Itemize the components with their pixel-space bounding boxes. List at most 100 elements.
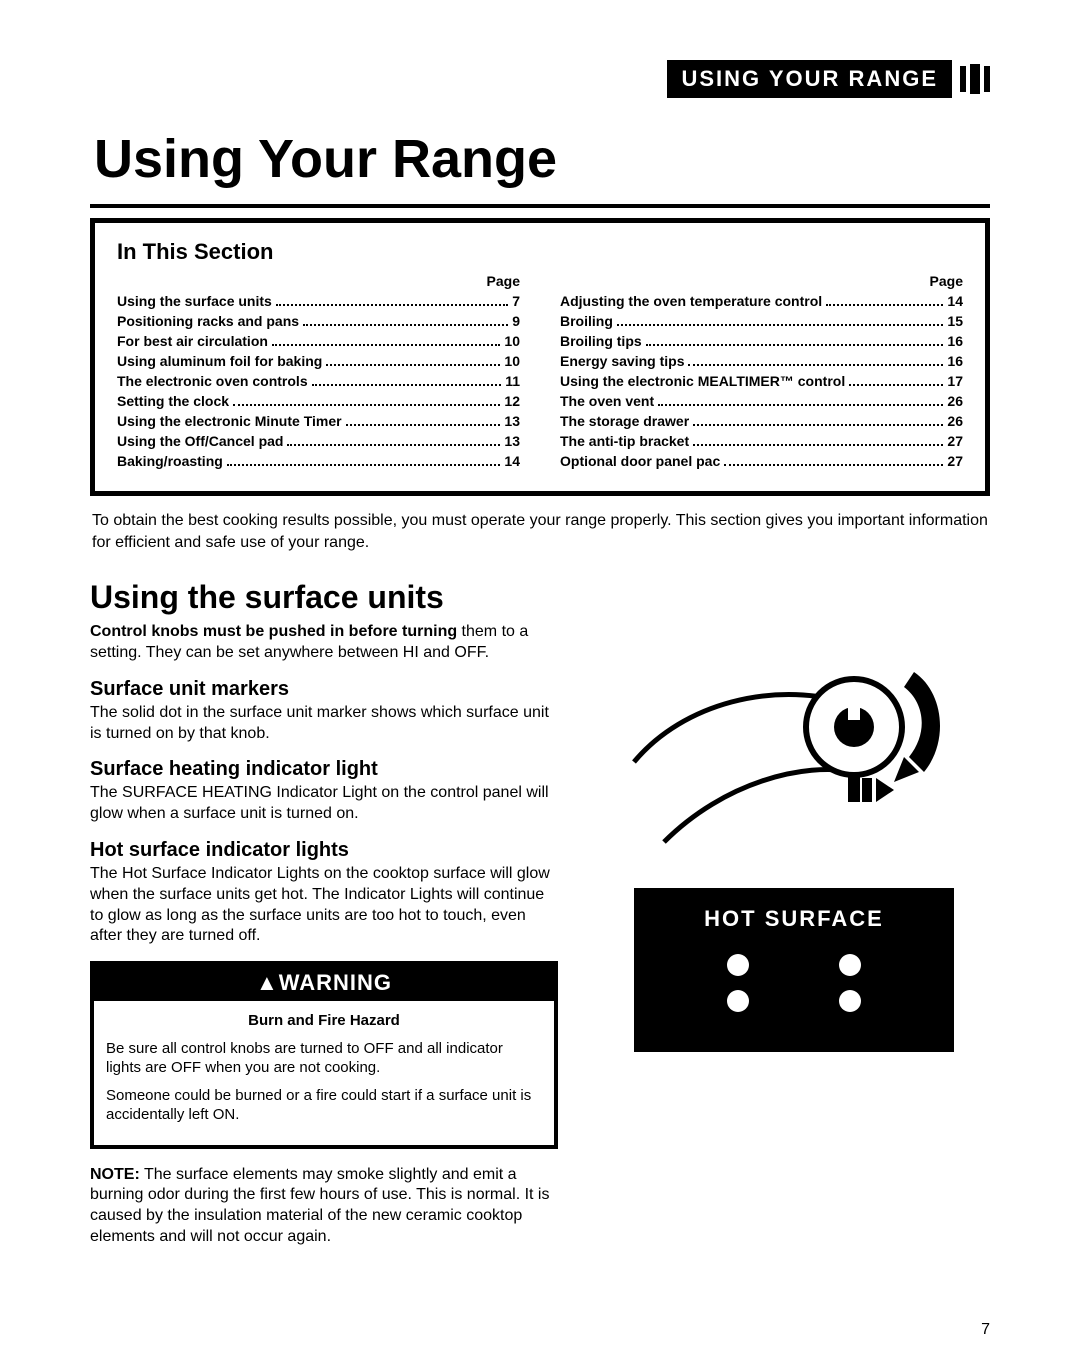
heating-text: The SURFACE HEATING Indicator Light on t…	[90, 783, 558, 825]
toc-page: 16	[947, 353, 963, 369]
toc-page: 16	[947, 333, 963, 349]
page-title: Using Your Range	[90, 128, 990, 190]
toc-label: Optional door panel pac	[560, 453, 720, 469]
toc-dots	[227, 464, 501, 466]
toc-page-label: Page	[560, 273, 963, 289]
toc-dots	[693, 444, 943, 446]
toc-page: 14	[504, 453, 520, 469]
toc-row: Using the Off/Cancel pad 13	[117, 433, 520, 450]
toc-page: 17	[947, 373, 963, 389]
right-column: HOT SURFACE	[598, 622, 990, 1248]
warning-head-text: WARNING	[279, 970, 392, 995]
toc-label: The oven vent	[560, 393, 654, 409]
toc-label: The electronic oven controls	[117, 373, 308, 389]
toc-dots	[646, 344, 944, 346]
toc-page: 14	[947, 293, 963, 309]
toc-dots	[326, 364, 500, 366]
toc-page: 13	[504, 413, 520, 429]
toc-dots	[272, 344, 500, 346]
toc-page: 10	[504, 353, 520, 369]
toc-row: Setting the clock12	[117, 393, 520, 410]
toc-row: For best air circulation 10	[117, 333, 520, 350]
toc-heading: In This Section	[117, 239, 963, 265]
toc-dots	[312, 384, 502, 386]
toc-label: The storage drawer	[560, 413, 689, 429]
toc-dots	[658, 404, 943, 406]
hot-surface-label: HOT SURFACE	[634, 906, 954, 932]
markers-text: The solid dot in the surface unit marker…	[90, 703, 558, 745]
page-header: USING YOUR RANGE	[90, 60, 990, 98]
hot-heading: Hot surface indicator lights	[90, 839, 558, 862]
toc-page: 27	[947, 433, 963, 449]
toc-page: 9	[512, 313, 520, 329]
intro-paragraph: To obtain the best cooking results possi…	[92, 510, 988, 553]
toc-page: 13	[504, 433, 520, 449]
toc-row: Using aluminum foil for baking 10	[117, 353, 520, 370]
toc-frame: In This Section Page Using the surface u…	[90, 218, 990, 496]
header-label: USING YOUR RANGE	[667, 60, 952, 98]
section-title: Using the surface units	[90, 579, 990, 616]
warning-head: ▲WARNING	[94, 965, 554, 1001]
page-number: 7	[981, 1321, 990, 1339]
warning-p2: Someone could be burned or a fire could …	[106, 1086, 542, 1125]
toc-row: The electronic oven controls 11	[117, 373, 520, 390]
indicator-dot-icon	[727, 954, 749, 976]
toc-row: Energy saving tips 16	[560, 353, 963, 370]
knobs-paragraph: Control knobs must be pushed in before t…	[90, 622, 558, 664]
note-label: NOTE:	[90, 1166, 140, 1183]
toc-row: Baking/roasting 14	[117, 453, 520, 470]
indicator-dot-icon	[839, 990, 861, 1012]
toc-label: Positioning racks and pans	[117, 313, 299, 329]
title-rule	[90, 204, 990, 208]
toc-label: For best air circulation	[117, 333, 268, 349]
toc-page: 26	[947, 393, 963, 409]
toc-dots	[233, 404, 500, 406]
toc-row: Using the surface units 7	[117, 293, 520, 310]
toc-label: Using the Off/Cancel pad	[117, 433, 283, 449]
toc-page: 10	[504, 333, 520, 349]
toc-page: 26	[947, 413, 963, 429]
note-paragraph: NOTE: The surface elements may smoke sli…	[90, 1165, 558, 1248]
indicator-dot-icon	[727, 990, 749, 1012]
left-column: Control knobs must be pushed in before t…	[90, 622, 558, 1248]
toc-label: Using the electronic MEALTIMER™ control	[560, 373, 845, 389]
toc-dots	[688, 364, 943, 366]
hot-text: The Hot Surface Indicator Lights on the …	[90, 864, 558, 947]
toc-row: Optional door panel pac 27	[560, 453, 963, 470]
toc-label: Using the electronic Minute Timer	[117, 413, 342, 429]
toc-dots	[276, 304, 508, 306]
toc-label: The anti-tip bracket	[560, 433, 689, 449]
toc-page: 7	[512, 293, 520, 309]
toc-row: The anti-tip bracket 27	[560, 433, 963, 450]
markers-heading: Surface unit markers	[90, 678, 558, 701]
toc-page: 15	[947, 313, 963, 329]
knobs-bold: Control knobs must be pushed in before t…	[90, 623, 457, 640]
hot-dot-row	[634, 954, 954, 976]
warning-subhead: Burn and Fire Hazard	[106, 1011, 542, 1031]
toc-row: Broiling tips 16	[560, 333, 963, 350]
toc-label: Baking/roasting	[117, 453, 223, 469]
heating-heading: Surface heating indicator light	[90, 758, 558, 781]
toc-row: Using the electronic MEALTIMER™ control 1…	[560, 373, 963, 390]
toc-page: 27	[947, 453, 963, 469]
toc-row: The storage drawer 26	[560, 413, 963, 430]
toc-row: Adjusting the oven temperature control 14	[560, 293, 963, 310]
toc-col-right: Page Adjusting the oven temperature cont…	[560, 273, 963, 473]
toc-row: The oven vent 26	[560, 393, 963, 410]
toc-page: 11	[505, 373, 520, 389]
toc-label: Using aluminum foil for baking	[117, 353, 322, 369]
toc-row: Broiling15	[560, 313, 963, 330]
hot-surface-panel: HOT SURFACE	[634, 888, 954, 1052]
toc-label: Using the surface units	[117, 293, 272, 309]
toc-dots	[287, 444, 500, 446]
toc-row: Positioning racks and pans 9	[117, 313, 520, 330]
toc-col-left: Page Using the surface units7Positioning…	[117, 273, 520, 473]
hot-dot-row	[634, 990, 954, 1012]
toc-dots	[693, 424, 943, 426]
toc-label: Energy saving tips	[560, 353, 684, 369]
toc-label: Broiling tips	[560, 333, 642, 349]
toc-dots	[617, 324, 944, 326]
toc-dots	[346, 424, 501, 426]
toc-label: Adjusting the oven temperature control	[560, 293, 822, 309]
toc-dots	[826, 304, 943, 306]
